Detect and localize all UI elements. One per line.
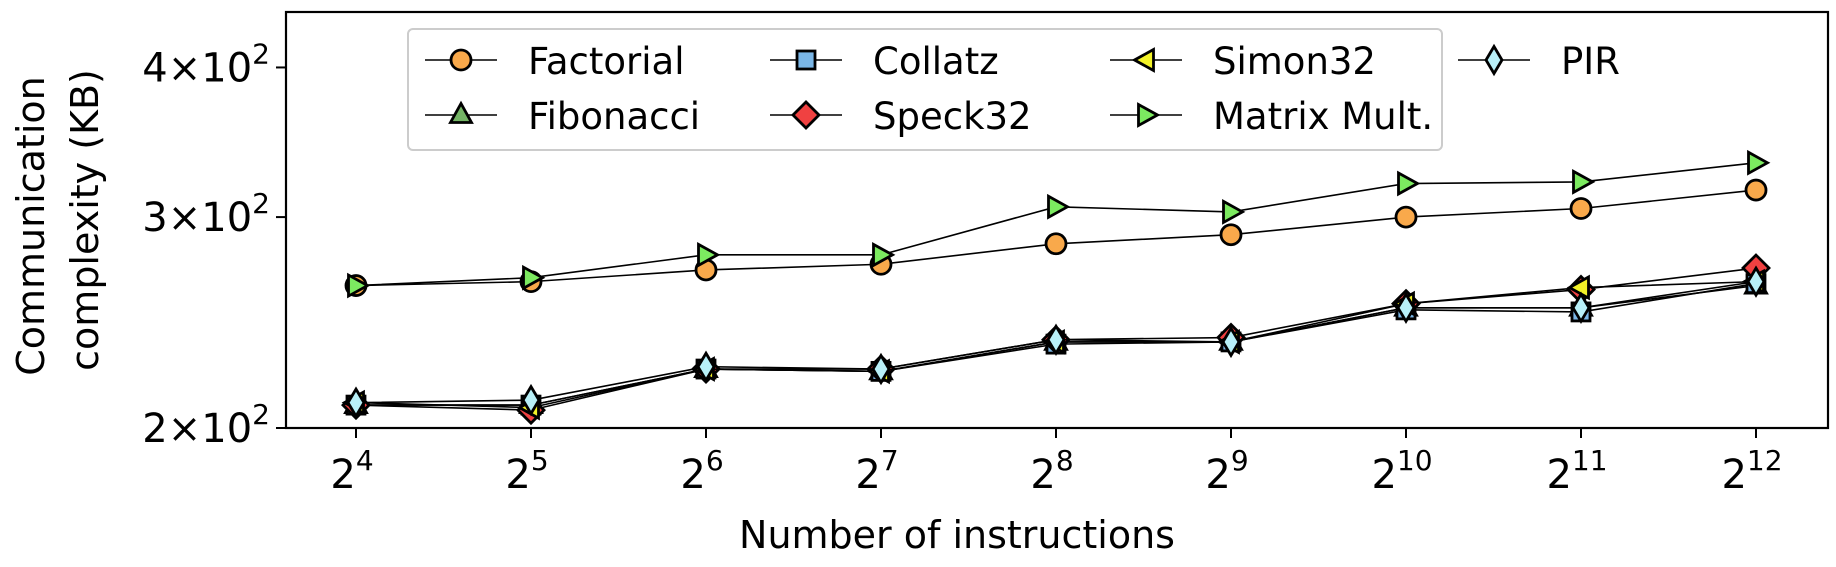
legend-marker [448, 100, 474, 124]
data-point [1747, 149, 1771, 176]
legend: Factorial Fibonacci Collatz Speck32 Simon32 M… [407, 28, 1620, 151]
data-point [1046, 323, 1066, 356]
legend-label: Fibonacci [528, 95, 700, 138]
data-point [1396, 291, 1416, 325]
data-point [871, 352, 891, 386]
legend-label: Factorial [528, 40, 685, 83]
legend-entry: Speck32 [770, 95, 1032, 138]
legend-label: Matrix Mult. [1213, 95, 1433, 138]
x-axis-ticks: 24 25 26 27 28 29 210 211 212 [330, 428, 1783, 498]
legend-entry: Collatz [770, 40, 999, 83]
data-point [697, 241, 721, 268]
data-point [1566, 274, 1590, 301]
y-axis-label-line-1: Communication [9, 76, 53, 376]
data-point [872, 241, 896, 268]
data-point [1746, 265, 1766, 298]
series-line [355, 162, 1757, 287]
legend-entry: Factorial [425, 40, 685, 83]
legend-label: Speck32 [873, 95, 1032, 138]
data-point [1571, 291, 1591, 325]
legend-label: Simon32 [1213, 40, 1376, 83]
data-point [1744, 178, 1768, 202]
y-axis-label-line-2: complexity (KB) [63, 69, 107, 371]
x-tick-label: 28 [1030, 444, 1073, 498]
x-tick-label: 29 [1205, 444, 1248, 498]
data-point [1394, 205, 1418, 229]
legend-marker [449, 48, 473, 72]
data-point [522, 264, 546, 291]
data-point [1572, 169, 1596, 195]
legend-marker [1131, 47, 1155, 73]
y-tick-label: 2×102 [142, 398, 270, 452]
legend-marker [795, 49, 817, 71]
series-factorial [344, 178, 1768, 297]
data-point [1047, 193, 1071, 220]
x-tick-label: 210 [1371, 444, 1432, 498]
x-tick-label: 25 [505, 444, 548, 498]
data-point [1222, 199, 1246, 225]
legend-marker [791, 100, 821, 130]
legend-label: PIR [1561, 40, 1620, 83]
legend-box [407, 28, 1443, 151]
y-axis-ticks: 2×102 3×102 4×102 [142, 37, 286, 452]
legend-label: Collatz [873, 40, 999, 83]
series-matrix-mult [347, 149, 1771, 299]
data-point [347, 272, 371, 299]
legend-entry: PIR [1458, 40, 1620, 83]
x-tick-label: 24 [330, 444, 373, 498]
x-tick-label: 212 [1721, 444, 1782, 498]
series-pir [346, 265, 1766, 419]
y-tick-label: 4×102 [142, 37, 270, 91]
data-point [1569, 197, 1593, 220]
data-point [696, 350, 716, 383]
data-point [1221, 325, 1241, 359]
legend-marker [1484, 43, 1504, 77]
legend-entry: Matrix Mult. [1110, 95, 1433, 138]
legend-entry: Simon32 [1110, 40, 1376, 83]
legend-marker [1137, 102, 1161, 128]
x-tick-label: 26 [680, 444, 723, 498]
y-axis-label: Communication complexity (KB) [9, 64, 107, 376]
x-axis-label: Number of instructions [739, 513, 1175, 557]
data-point [346, 386, 366, 419]
y-tick-label: 3×102 [142, 187, 270, 241]
x-tick-label: 211 [1546, 444, 1607, 498]
data-point [1044, 232, 1068, 256]
data-point [521, 383, 541, 417]
data-point [1219, 223, 1243, 247]
data-point [1397, 170, 1421, 197]
x-tick-label: 27 [855, 444, 898, 498]
legend-entry: Fibonacci [425, 95, 700, 138]
series-layer [341, 149, 1771, 426]
